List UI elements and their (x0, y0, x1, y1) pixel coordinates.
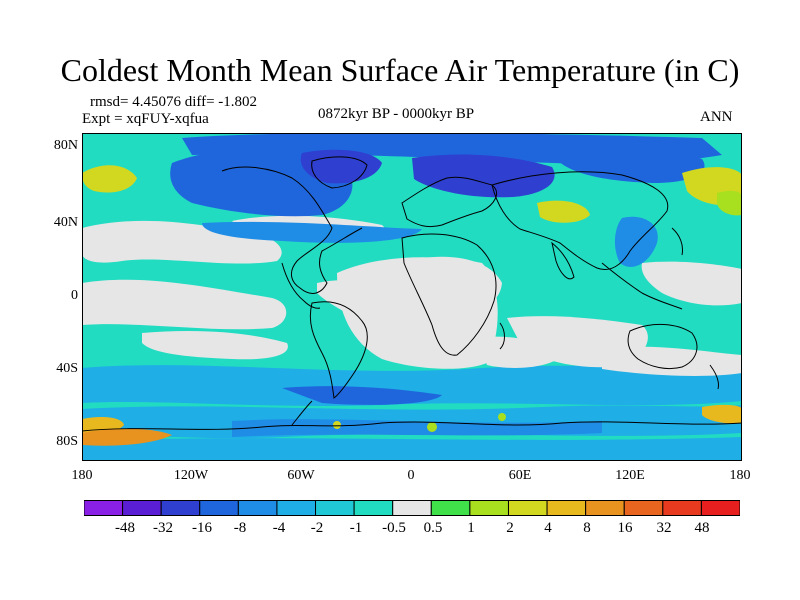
antarctic-base (82, 437, 742, 461)
lon-label-0: 0 (407, 468, 415, 483)
warm-east-pacific (717, 190, 742, 216)
lon-label-60e: 60E (508, 468, 532, 483)
colorbar-swatch (623, 500, 664, 516)
plot-title: Coldest Month Mean Surface Air Temperatu… (60, 52, 740, 88)
colorbar-label-13: 8 (583, 520, 591, 536)
lon-label-180w: 180 (71, 468, 93, 483)
colorbar (84, 500, 740, 516)
coastlines (82, 156, 742, 432)
colorbar-swatch (392, 500, 432, 516)
colorbar-label-8: -0.5 (382, 520, 406, 536)
lon-label-60w: 60W (287, 468, 315, 483)
colorbar-label-11: 2 (506, 520, 514, 536)
colorbar-label-15: 32 (656, 520, 672, 536)
stats-label: rmsd= 4.45076 diff= -1.802 (90, 94, 258, 110)
temperature-map (82, 133, 742, 461)
warm-south-pacific-orange (82, 428, 172, 446)
coast-india (551, 241, 575, 280)
lon-label-180e: 180 (729, 468, 751, 483)
colorbar-swatch (315, 500, 355, 516)
colorbar-swatch (237, 500, 278, 516)
colorbar-label-3: -16 (192, 520, 212, 536)
neutral-east-pacific (142, 331, 288, 360)
neutral-south-indian (477, 336, 562, 368)
warm-spot-2 (333, 421, 341, 429)
cold-eurasia (412, 154, 555, 198)
coast-greenland (311, 156, 368, 189)
coast-asia (491, 171, 669, 270)
colorbar-label-9: 0.5 (423, 520, 443, 536)
lon-label-120e: 120E (615, 468, 645, 483)
southern-ocean-band (82, 365, 742, 406)
coast-new-zealand (709, 364, 719, 390)
lat-label-80s: 80S (56, 434, 78, 449)
coast-europe (401, 176, 497, 228)
lat-label-80n: 80N (53, 138, 78, 153)
coast-japan (671, 227, 683, 256)
colorbar-swatch (199, 500, 239, 516)
warm-antarctic-east (702, 404, 742, 424)
colorbar-label-6: -2 (310, 520, 324, 536)
lat-label-0: 0 (71, 288, 78, 303)
coast-north-america (221, 166, 363, 294)
colorbar-swatch (353, 500, 394, 516)
period-label: 0872kyr BP - 0000kyr BP (318, 106, 475, 122)
colorbar-label-16: 48 (694, 520, 710, 536)
colorbar-swatch (160, 500, 201, 516)
lat-label-40n: 40N (53, 215, 78, 230)
warm-spot-1 (427, 422, 437, 432)
colorbar-swatch (700, 500, 740, 516)
colorbar-swatch (84, 500, 124, 516)
map-frame (82, 133, 742, 461)
lon-label-120w: 120W (173, 468, 209, 483)
colorbar-label-10: 1 (467, 520, 475, 536)
colorbar-swatch (546, 500, 587, 516)
colorbar-swatch (122, 500, 162, 516)
colorbar-swatch (507, 500, 548, 516)
warm-pacific-nw (82, 165, 137, 193)
coast-central-america (281, 262, 321, 309)
neutral-tropical-pacific (82, 279, 287, 330)
colorbar-swatch (430, 500, 471, 516)
colorbar-label-7: -1 (349, 520, 363, 536)
colorbar-label-5: -4 (272, 520, 286, 536)
cold-east-asia (614, 216, 658, 267)
warm-spot-3 (498, 413, 506, 421)
cold-mid-band (202, 221, 422, 243)
colorbar-swatch (469, 500, 509, 516)
colorbar-swatch (585, 500, 625, 516)
colorbar-label-14: 16 (617, 520, 633, 536)
colorbar-label-2: -32 (153, 520, 173, 536)
coast-antarctic-peninsula (291, 400, 313, 426)
coast-south-america (309, 301, 368, 399)
coast-southeast-asia (601, 262, 683, 310)
experiment-label: Expt = xqFUY-xqfua (82, 111, 209, 127)
neutral-west-pacific (641, 261, 742, 306)
colorbar-label-12: 4 (544, 520, 552, 536)
coast-antarctica (82, 421, 742, 432)
antarctic-dark-band (232, 419, 602, 437)
cold-siberia (552, 148, 705, 183)
warm-asia (537, 200, 590, 223)
cold-south-pacific (282, 386, 442, 405)
colorbar-swatch (276, 500, 317, 516)
coast-africa (401, 233, 497, 356)
colorbar-label-1: -48 (115, 520, 135, 536)
neutral-south-pacific (602, 346, 742, 376)
neutral-africa (422, 256, 502, 307)
season-label: ANN (700, 109, 733, 125)
lat-label-40s: 40S (56, 361, 78, 376)
coast-madagascar (499, 322, 505, 350)
coast-australia (627, 323, 698, 370)
colorbar-label-4: -8 (233, 520, 247, 536)
colorbar-swatch (662, 500, 702, 516)
